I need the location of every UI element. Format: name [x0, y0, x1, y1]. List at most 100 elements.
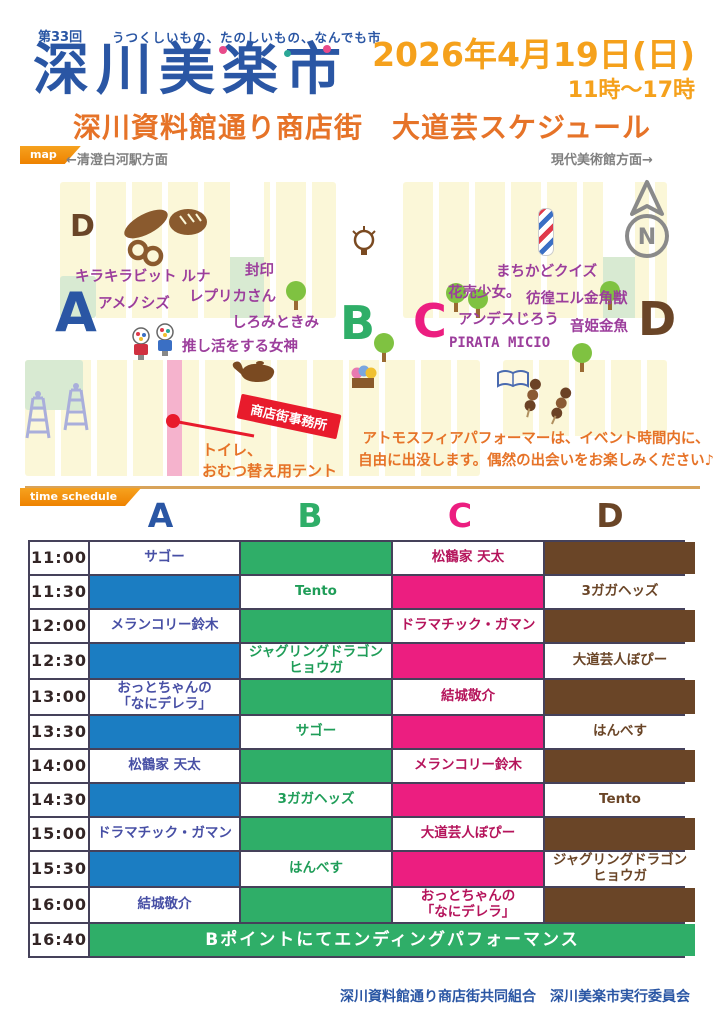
- schedule-cell-a: サゴー: [90, 542, 239, 575]
- event-title: 深川美楽市: [33, 38, 348, 103]
- schedule-cell-a: [90, 784, 239, 817]
- schedule-cell-b: [241, 888, 391, 922]
- organizer-credits: 深川資料館通り商店街共同組合 深川美楽市実行委員会: [340, 989, 690, 1005]
- schedule-cell-d: [545, 750, 695, 783]
- performer-label: 推し活をする女神: [182, 339, 298, 355]
- schedule-cell-a: ドラマチック・ガマン: [90, 818, 239, 851]
- time-label: 16:40: [30, 923, 88, 956]
- time-label: 12:30: [30, 644, 88, 679]
- schedule-cell-d: [545, 542, 695, 575]
- time-label: 13:00: [30, 680, 88, 714]
- time-label: 15:00: [30, 818, 88, 851]
- schedule-cell-c: [393, 576, 543, 609]
- schedule-cell-d: Tento: [545, 784, 695, 817]
- schedule-cell-d: [545, 818, 695, 851]
- performer-label: レプリカさん: [189, 289, 276, 305]
- tagline: うつくしいもの、たのしいもの、なんでも市: [112, 30, 382, 45]
- atmosphere-note: アトモスフィアパフォーマーは、イベント時間内に、 自由に出没します。偶然の出会い…: [358, 431, 714, 470]
- title-accent-dot: [219, 46, 227, 54]
- schedule-cell-b: サゴー: [241, 715, 391, 748]
- performer-label: キラキラビット ルナ: [75, 269, 211, 285]
- buildings-top-left: [60, 182, 336, 318]
- flower-box-icon: [351, 365, 377, 388]
- schedule-cell-c: メランコリー鈴木: [393, 750, 543, 783]
- schedule-cell-c: [393, 715, 543, 748]
- column-header-a: A: [147, 496, 174, 535]
- time-label: 13:30: [30, 715, 88, 748]
- map-section-ribbon: map: [20, 146, 81, 164]
- performer-label: 彷徨エル金角獣: [526, 291, 628, 307]
- tree-icon: [600, 281, 620, 310]
- map-point-d-upper: D: [70, 209, 95, 244]
- event-date: 2026年4月19日(日): [372, 35, 695, 74]
- genie-lamp-icon: [232, 361, 275, 382]
- schedule-cell-d: ジャグリングドラゴン ヒョウガ: [545, 852, 695, 887]
- fire-tower-icon: [63, 383, 89, 431]
- edition-label: 第33回: [38, 30, 83, 45]
- schedule-cell-b: [241, 680, 391, 714]
- title-accent-dot: [284, 50, 291, 57]
- street-map: N: [0, 168, 724, 480]
- schedule-cell-d: 大道芸人ぼぴー: [545, 644, 695, 679]
- schedule-cell-c: 結城敬介: [393, 680, 543, 714]
- dango-icon: [550, 387, 572, 425]
- performer-label: 封印: [245, 263, 274, 279]
- schedule-cell-b: [241, 542, 391, 575]
- gumball-machine-icon: [156, 323, 174, 356]
- time-schedule-ribbon: time schedule: [20, 488, 141, 506]
- map-point-c: C: [413, 294, 447, 348]
- schedule-cell-a: 松鶴家 天太: [90, 750, 239, 783]
- schedule-cell-a: 結城敬介: [90, 888, 239, 922]
- map-point-d: D: [638, 292, 677, 346]
- schedule-cell-a: [90, 644, 239, 679]
- time-label: 15:30: [30, 852, 88, 887]
- schedule-cell-d: [545, 680, 695, 714]
- event-subtitle: 深川資料館通り商店街 大道芸スケジュール: [72, 111, 652, 144]
- performer-label: まちかどクイズ: [496, 264, 598, 280]
- map-point-a: A: [55, 281, 97, 344]
- schedule-cell-b: [241, 750, 391, 783]
- barber-pole-icon: [538, 208, 554, 256]
- performer-label: しろみときみ: [232, 315, 319, 331]
- schedule-cell-a: [90, 715, 239, 748]
- bread-icon: [124, 209, 207, 267]
- schedule-cell-c: [393, 852, 543, 887]
- schedule-cell-c: [393, 784, 543, 817]
- performer-label: アメノシズ: [98, 296, 170, 312]
- time-label: 12:00: [30, 610, 88, 643]
- time-label: 16:00: [30, 888, 88, 922]
- compass-north-icon: N: [625, 180, 669, 258]
- schedule-cell-a: メランコリー鈴木: [90, 610, 239, 643]
- cross-street-gap: [230, 182, 264, 318]
- schedule-cell-b: はんべす: [241, 852, 391, 887]
- tree-icon: [468, 289, 488, 318]
- performer-label: PIRATA MICIO: [449, 335, 551, 351]
- green-lot: [60, 276, 96, 318]
- schedule-cell-b: ジャグリングドラゴン ヒョウガ: [241, 644, 391, 679]
- schedule-cell-b: Tento: [241, 576, 391, 609]
- event-hours: 11時〜17時: [567, 78, 695, 103]
- schedule-cell-b: [241, 610, 391, 643]
- schedule-cell-c: 松鶴家 天太: [393, 542, 543, 575]
- tree-icon: [572, 343, 592, 372]
- dango-icon: [524, 378, 541, 418]
- map-point-b: B: [340, 296, 376, 350]
- schedule-cell-d: 3ガガヘッズ: [545, 576, 695, 609]
- section-divider: [25, 486, 700, 489]
- time-label: 14:30: [30, 784, 88, 817]
- toilet-note: トイレ、 おむつ替え用テント: [202, 441, 338, 480]
- column-header-c: C: [447, 496, 473, 535]
- schedule-cell-b: 3ガガヘッズ: [241, 784, 391, 817]
- compass-n-label: N: [638, 225, 656, 250]
- title-accent-dot: [323, 45, 331, 53]
- tree-icon: [374, 333, 394, 362]
- schedule-cell-d: [545, 888, 695, 922]
- performer-label: 音姫金魚: [570, 319, 628, 335]
- time-label: 14:00: [30, 750, 88, 783]
- gumball-machine-icon: [132, 327, 150, 360]
- column-header-b: B: [297, 496, 323, 535]
- tree-icon: [446, 283, 466, 312]
- direction-left-label: ←清澄白河駅方面: [66, 153, 168, 168]
- time-label: 11:00: [30, 542, 88, 575]
- schedule-cell-d: [545, 610, 695, 643]
